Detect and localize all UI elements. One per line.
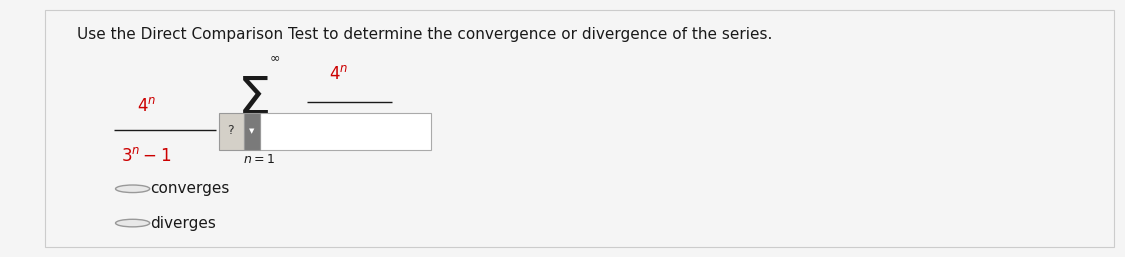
Text: Use the Direct Comparison Test to determine the convergence or divergence of the: Use the Direct Comparison Test to determ… (76, 27, 773, 42)
Text: $n = 1$: $n = 1$ (243, 153, 274, 166)
Circle shape (116, 185, 150, 192)
Text: ▼: ▼ (250, 128, 254, 134)
Text: $4^n$: $4^n$ (330, 65, 349, 83)
Text: $\infty$: $\infty$ (269, 51, 280, 64)
Text: diverges: diverges (150, 216, 216, 231)
Circle shape (116, 219, 150, 227)
FancyBboxPatch shape (219, 113, 244, 150)
Text: $\Sigma$: $\Sigma$ (237, 74, 269, 126)
Text: $4^n$: $4^n$ (137, 97, 156, 115)
FancyBboxPatch shape (260, 113, 431, 150)
Text: $3^n - 1$: $3^n - 1$ (310, 122, 361, 140)
Text: converges: converges (150, 181, 229, 196)
Text: ?: ? (227, 124, 234, 137)
FancyBboxPatch shape (244, 113, 260, 150)
Text: $3^n - 1$: $3^n - 1$ (122, 147, 172, 165)
